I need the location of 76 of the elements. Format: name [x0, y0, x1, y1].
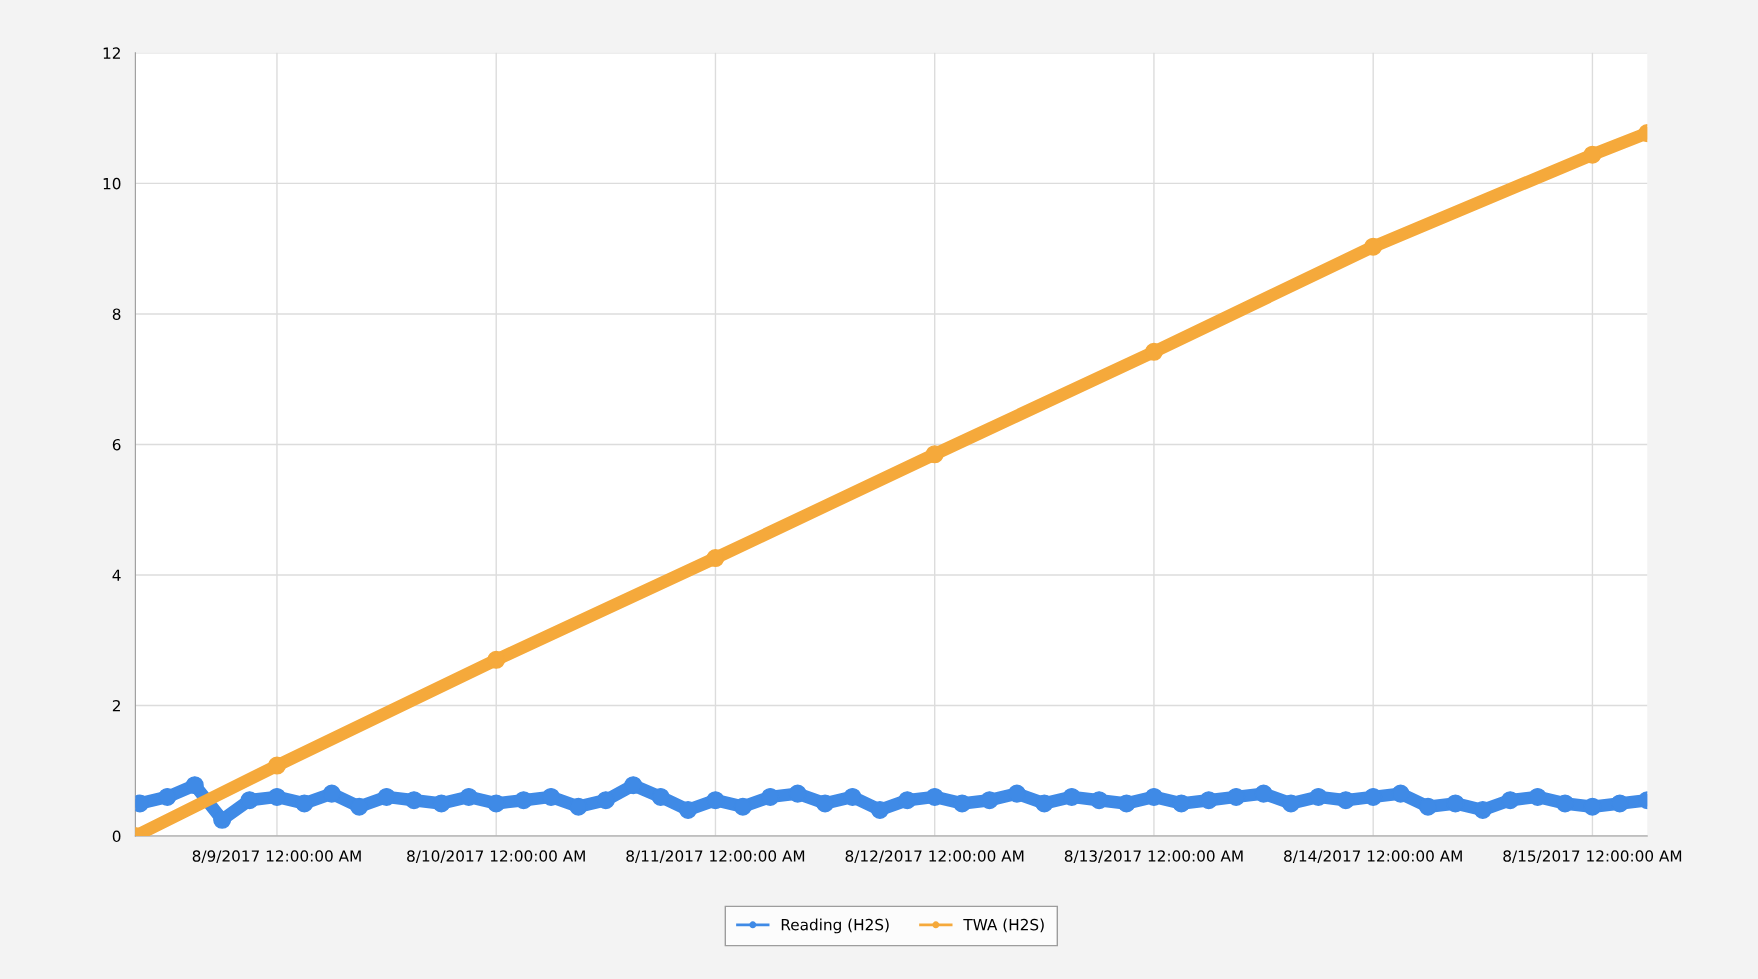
y-tick-label: 10	[103, 177, 121, 190]
point	[213, 810, 232, 829]
point	[487, 650, 506, 669]
point	[158, 787, 177, 806]
point	[1364, 787, 1383, 806]
point	[487, 794, 506, 813]
point	[733, 797, 752, 816]
legend-label: Reading (H2S)	[781, 918, 889, 934]
point	[1446, 794, 1465, 813]
point	[267, 756, 286, 775]
point	[980, 791, 999, 810]
legend-label: TWA (H2S)	[963, 918, 1044, 933]
point	[514, 791, 533, 810]
point	[185, 776, 204, 795]
point	[404, 791, 424, 810]
point	[541, 787, 561, 806]
point	[1090, 791, 1109, 810]
x-tick-label: 8/11/2017 12:00:00 AM	[626, 850, 805, 863]
point	[761, 787, 780, 806]
point	[377, 787, 396, 806]
point	[240, 791, 259, 810]
x-tick-label: 8/14/2017 12:00:00 AM	[1284, 850, 1462, 863]
point	[925, 445, 944, 464]
x-tick-label: 8/12/2017 12:00:00 AM	[845, 850, 1024, 863]
point	[1062, 787, 1081, 806]
point	[1144, 787, 1163, 806]
point	[1117, 794, 1136, 813]
x-tick-label: 8/13/2017 12:00:00 AM	[1064, 850, 1243, 863]
x-tick-label: 8/10/2017 12:00:00 AM	[407, 850, 585, 863]
point	[267, 787, 286, 806]
point	[624, 776, 643, 795]
point	[1610, 794, 1629, 813]
point	[788, 784, 807, 803]
point	[350, 797, 369, 816]
x-tick-label: 8/15/2017 12:00:00 AM	[1503, 850, 1682, 863]
point	[432, 794, 451, 813]
y-tick-label: 8	[112, 308, 121, 320]
point	[1254, 784, 1273, 803]
point	[1364, 237, 1383, 256]
point	[459, 787, 478, 806]
point	[1199, 791, 1218, 810]
point	[1555, 794, 1575, 813]
point	[925, 787, 944, 806]
point	[1473, 800, 1492, 819]
point	[816, 794, 835, 813]
y-tick-label: 4	[112, 569, 121, 581]
point	[1172, 794, 1191, 813]
point	[1007, 784, 1026, 803]
point	[706, 549, 725, 568]
point	[1336, 791, 1355, 810]
y-tick-label: 6	[112, 438, 121, 451]
point	[706, 791, 725, 810]
x-tick-label: 8/9/2017 12:00:00 AM	[192, 850, 361, 863]
point	[1391, 784, 1410, 803]
point	[1583, 145, 1602, 164]
y-tick-label: 12	[103, 47, 120, 59]
y-tick-label: 0	[112, 830, 121, 843]
point	[1528, 787, 1547, 806]
point	[843, 787, 862, 806]
point	[870, 800, 889, 819]
point	[1281, 794, 1301, 813]
point	[1501, 791, 1520, 810]
point	[1418, 797, 1438, 816]
point	[1309, 787, 1328, 806]
y-tick-label: 2	[112, 700, 120, 712]
point	[295, 794, 314, 813]
point	[1144, 342, 1163, 361]
point	[1035, 794, 1054, 813]
point	[569, 797, 588, 816]
point	[1583, 797, 1602, 816]
point	[651, 787, 670, 806]
point	[898, 791, 917, 810]
point	[679, 800, 698, 819]
point	[1227, 787, 1246, 806]
point	[322, 784, 341, 803]
point	[596, 791, 615, 810]
